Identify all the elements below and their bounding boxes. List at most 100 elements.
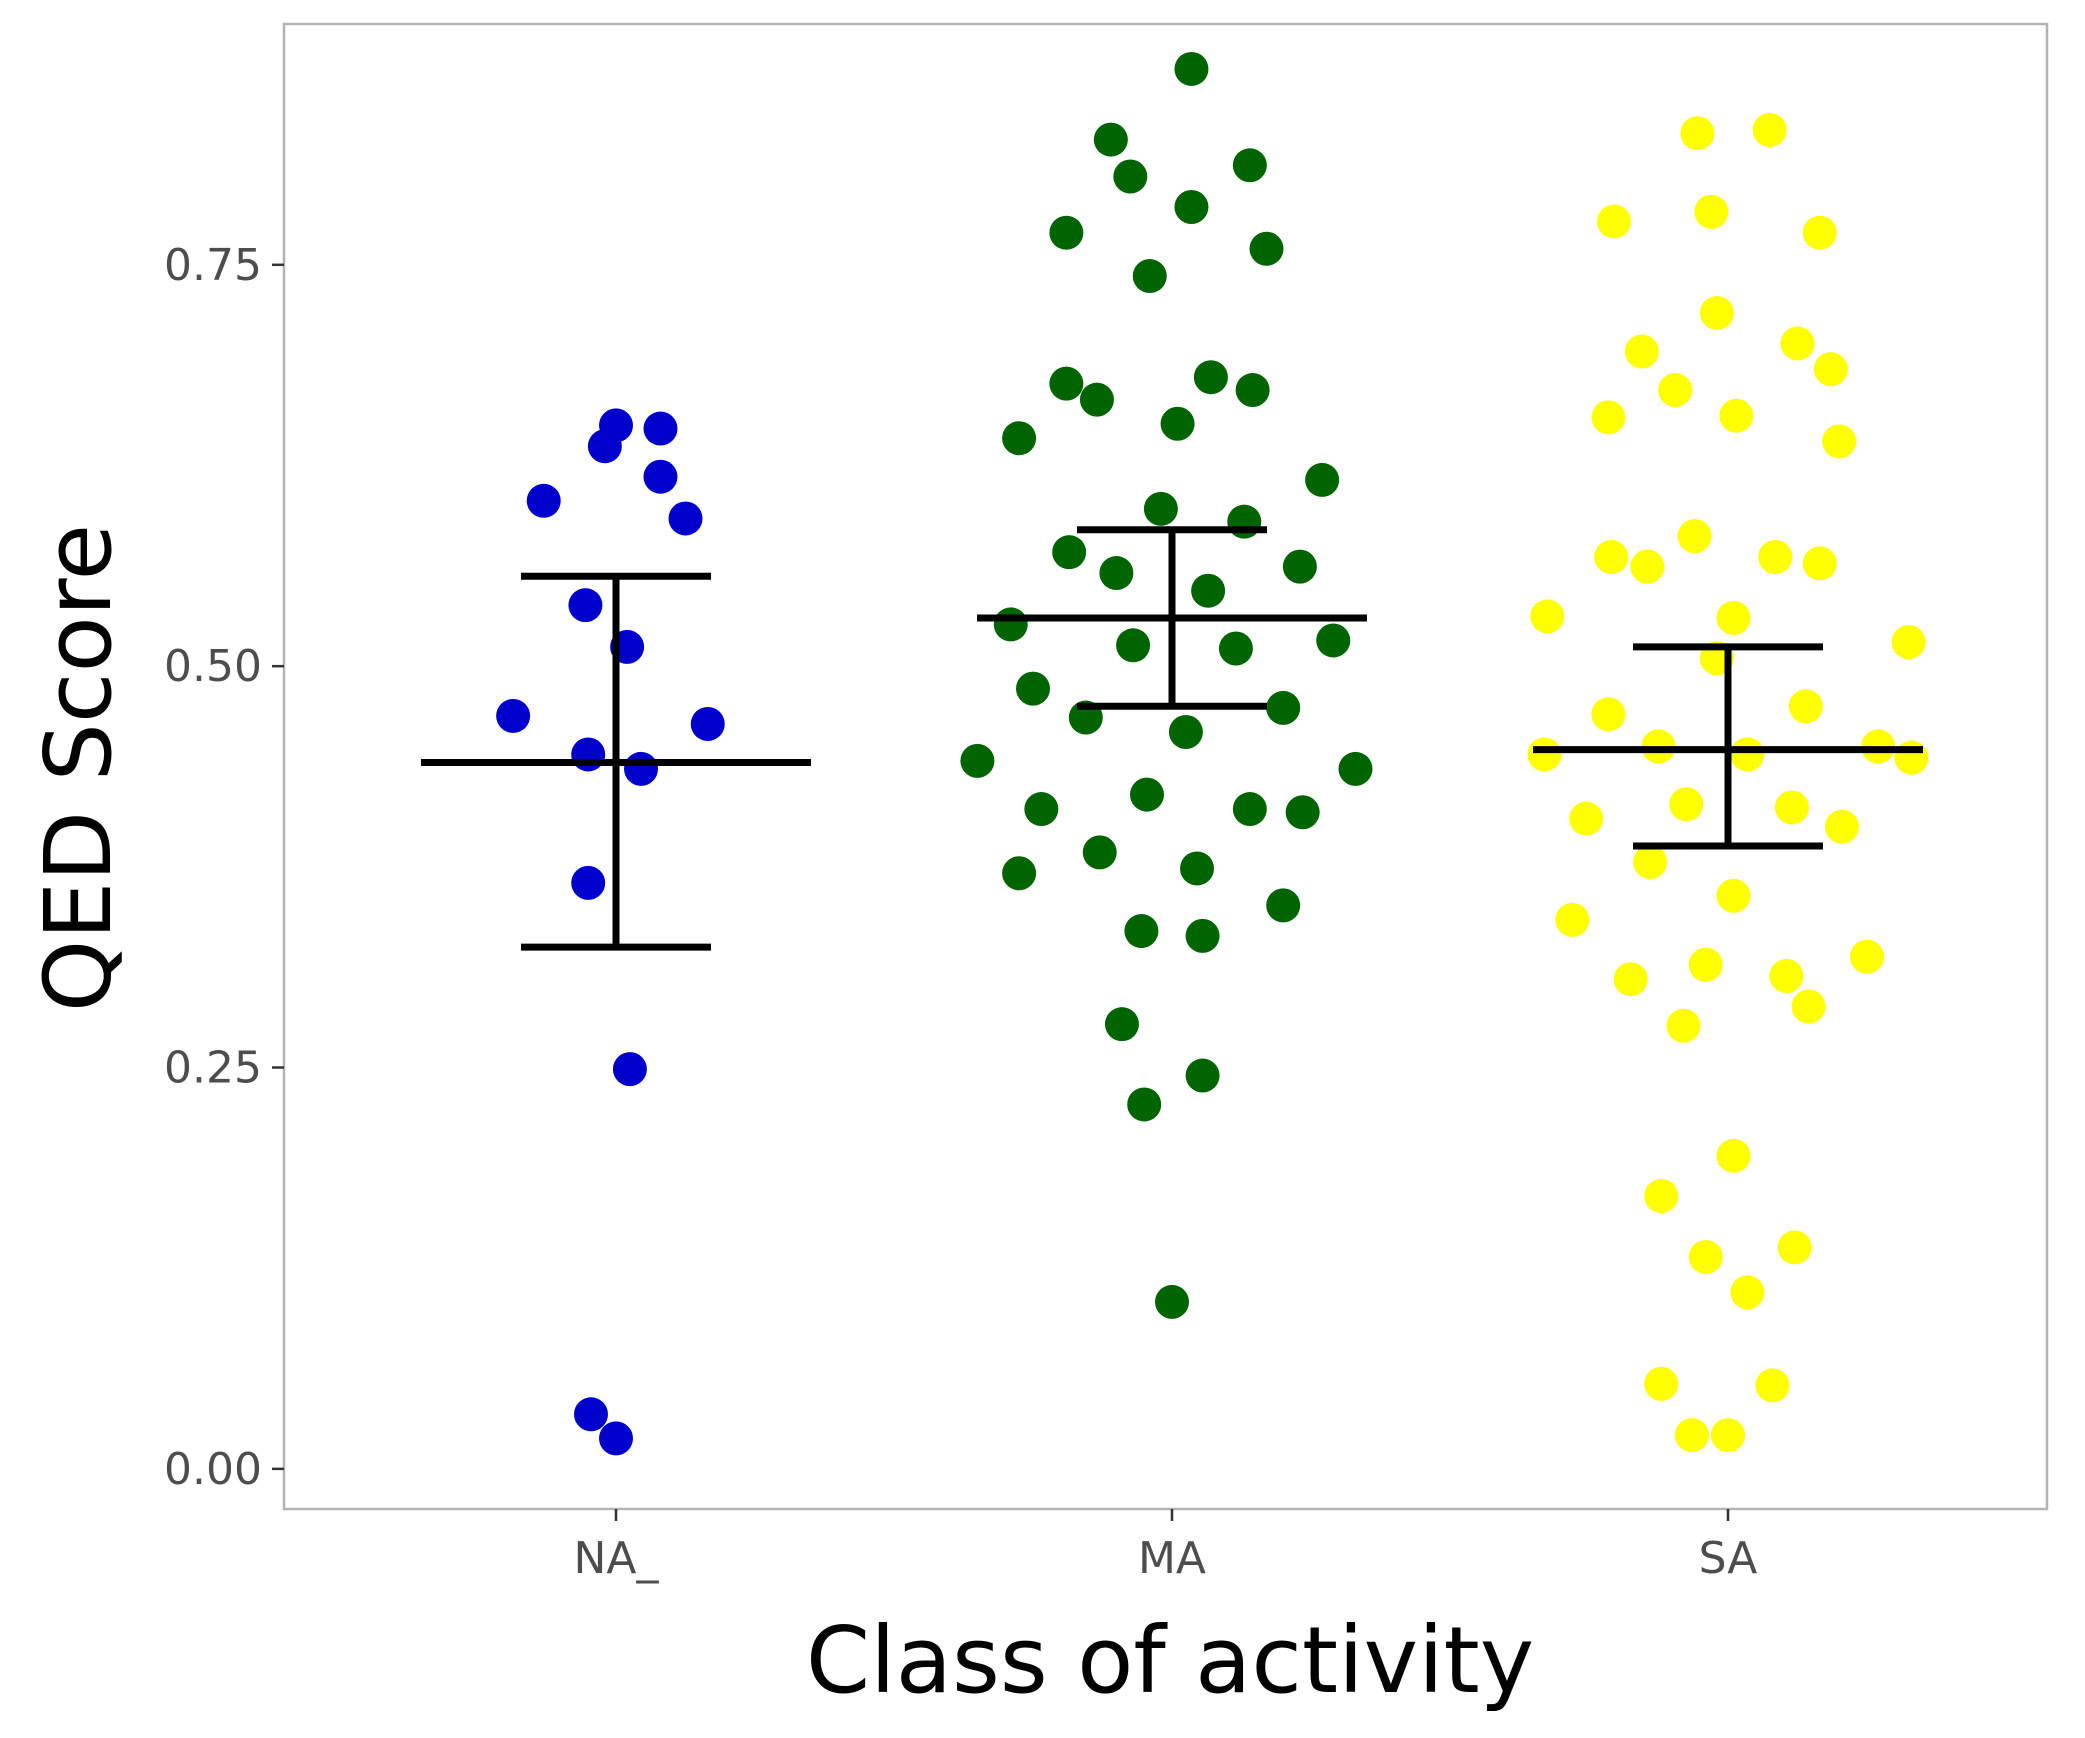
data-point	[1594, 539, 1629, 574]
data-point	[587, 429, 622, 464]
data-point	[1180, 851, 1215, 886]
series-ma-points	[960, 51, 1373, 1319]
data-point	[643, 459, 678, 494]
data-point	[1802, 546, 1837, 581]
data-point	[1002, 421, 1037, 456]
data-point	[612, 1052, 647, 1087]
series-na-points	[496, 408, 725, 1456]
data-point	[1633, 845, 1668, 880]
data-point	[1113, 159, 1148, 194]
data-point	[1555, 902, 1590, 937]
data-point	[1316, 623, 1351, 658]
data-point	[1093, 122, 1128, 157]
data-point	[1730, 1275, 1765, 1310]
data-point	[1052, 535, 1087, 570]
data-point	[1174, 190, 1209, 225]
series-sa-points	[1527, 112, 1929, 1453]
data-points	[496, 51, 1929, 1456]
data-point	[1699, 295, 1734, 330]
data-point	[1688, 947, 1723, 982]
data-point	[1160, 406, 1195, 441]
y-tick-label: 0.00	[164, 1444, 262, 1495]
data-point	[1677, 519, 1712, 554]
mean-error-bars	[421, 526, 1923, 951]
data-point	[1716, 1138, 1751, 1173]
data-point	[1049, 366, 1084, 401]
data-point	[1193, 360, 1228, 395]
data-point	[1680, 116, 1715, 151]
x-axis: NA_ MA SA	[573, 1509, 1757, 1584]
data-point	[1232, 792, 1267, 827]
data-point	[571, 865, 606, 900]
data-point	[668, 501, 703, 536]
data-point	[1891, 625, 1926, 660]
data-point	[690, 706, 725, 741]
data-point	[571, 737, 606, 772]
data-point	[1082, 835, 1117, 870]
data-point	[1813, 352, 1848, 387]
data-point	[1155, 1284, 1189, 1319]
data-point	[1185, 1058, 1220, 1093]
x-tick-label: NA_	[573, 1533, 659, 1584]
data-point	[1569, 801, 1604, 836]
data-point	[1669, 787, 1704, 822]
data-point	[1168, 714, 1203, 749]
data-point	[1894, 740, 1929, 775]
data-point	[1658, 373, 1693, 408]
data-point	[1730, 737, 1765, 772]
data-point	[1124, 914, 1159, 949]
series-ma-summary	[977, 526, 1367, 710]
data-point	[599, 1421, 633, 1456]
data-point	[1104, 1007, 1139, 1042]
data-point	[1016, 671, 1050, 706]
data-point	[1079, 382, 1114, 417]
data-point	[1597, 204, 1632, 239]
data-point	[1132, 259, 1167, 294]
data-point	[526, 483, 561, 518]
data-point	[568, 588, 603, 623]
data-point	[1285, 795, 1320, 830]
data-point	[1024, 792, 1059, 827]
data-point	[1049, 215, 1084, 250]
data-point	[1129, 777, 1164, 812]
data-point	[643, 411, 678, 446]
data-point	[1822, 424, 1857, 459]
data-point	[1613, 962, 1648, 997]
data-point	[1174, 51, 1209, 86]
data-point	[1752, 112, 1787, 147]
data-point	[1666, 1008, 1701, 1043]
data-point	[1716, 601, 1751, 635]
data-point	[1780, 326, 1815, 361]
data-point	[496, 698, 531, 733]
data-point	[1694, 194, 1729, 229]
data-point	[993, 607, 1028, 642]
data-point	[1674, 1418, 1709, 1453]
data-point	[1099, 556, 1134, 591]
data-point	[1758, 539, 1793, 574]
data-point	[1591, 400, 1626, 435]
data-point	[1266, 888, 1301, 923]
data-point	[1788, 689, 1823, 724]
data-point	[624, 751, 659, 786]
data-point	[1644, 1366, 1679, 1401]
data-point	[1802, 215, 1837, 250]
y-axis-title: QED Score	[25, 524, 132, 1012]
data-point	[1185, 918, 1220, 953]
data-point	[1143, 491, 1178, 526]
data-point	[1774, 790, 1809, 825]
series-sa-summary	[1533, 643, 1923, 850]
data-point	[1624, 334, 1659, 369]
data-point	[1305, 462, 1340, 497]
data-point	[1338, 751, 1373, 786]
data-point	[1630, 549, 1665, 584]
data-point	[1191, 573, 1226, 608]
data-point	[573, 1397, 608, 1432]
data-point	[1644, 1178, 1679, 1213]
data-point	[1002, 856, 1037, 891]
data-point	[1266, 690, 1301, 725]
data-point	[1282, 549, 1317, 584]
data-point	[1591, 697, 1626, 732]
data-point	[1791, 989, 1826, 1024]
